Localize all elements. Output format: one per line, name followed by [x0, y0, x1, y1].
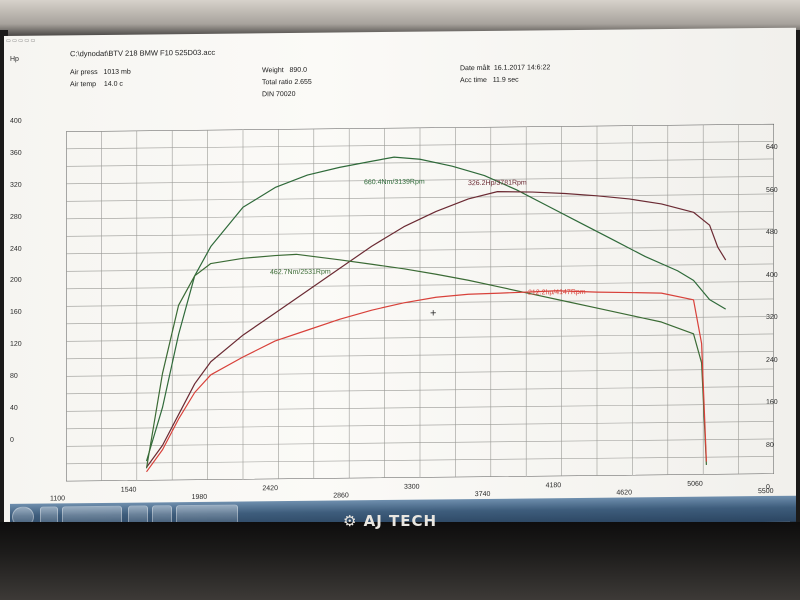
left-tick-label: 400	[10, 117, 22, 125]
x-tick-label: 1540	[120, 486, 137, 494]
left-tick-label: 160	[10, 309, 22, 317]
left-tick-label: 240	[10, 245, 22, 253]
x-tick-label: 5060	[687, 480, 703, 488]
air-temp-label: Air temp	[70, 81, 97, 89]
x-tick-label: 3300	[404, 483, 420, 491]
browser-tab-strip: ▭ ▭ ▭ ▭ ▭	[6, 37, 36, 44]
weight-label: Weight	[262, 67, 284, 75]
x-tick-label: 3740	[474, 490, 491, 499]
grid-line-horizontal	[66, 211, 774, 220]
left-axis-unit: Hp	[10, 55, 19, 63]
weight-value: 890.0	[289, 66, 308, 75]
air-press-label: Air press	[70, 69, 98, 77]
grid-line-horizontal	[66, 228, 774, 237]
left-tick-label: 200	[10, 277, 22, 285]
grid-line-horizontal	[66, 263, 774, 272]
stock-power-curve	[146, 290, 707, 473]
grid-line-horizontal	[66, 368, 774, 377]
date-label: Date målt	[460, 64, 490, 73]
left-tick-label: 80	[10, 373, 18, 381]
left-tick-label: 280	[10, 213, 22, 221]
annotation-torque-max: 660.4Nm/3139Rpm	[364, 178, 425, 187]
grid-line-horizontal	[66, 333, 774, 342]
annotation-power-max: 326.2Hp/3781Rpm	[468, 179, 527, 188]
air-press-value: 1013 mb	[103, 68, 131, 76]
total-ratio-label: Total ratio	[262, 78, 293, 87]
grid-line-horizontal	[66, 421, 774, 430]
x-tick-label: 5500	[758, 487, 774, 496]
acc-time-value: 11.9 sec	[492, 76, 519, 84]
x-tick-label: 2860	[333, 492, 349, 500]
left-tick-label: 0	[10, 436, 14, 444]
grid-line-horizontal	[66, 438, 774, 447]
grid-line-horizontal	[66, 351, 774, 360]
brand-logo: ⚙ AJ TECH	[342, 512, 438, 530]
monitor-screen: ▭ ▭ ▭ ▭ ▭ C:\dynodat\BTV 218 BMW F10 525…	[4, 27, 796, 530]
total-ratio-value: 2.655	[294, 78, 312, 86]
grid-line-horizontal	[66, 176, 774, 185]
grid-line-horizontal	[66, 193, 774, 202]
file-path: C:\dynodat\BTV 218 BMW F10 525D03.acc	[70, 47, 216, 59]
date-value: 16.1.2017 14:6:22	[493, 64, 551, 72]
tuned-power-curve	[146, 191, 727, 468]
din-label: DIN 70020	[262, 90, 296, 99]
dyno-chart: 660.4Nm/3139Rpm 326.2Hp/3781Rpm 462.7Nm/…	[66, 123, 774, 482]
grid-line-horizontal	[66, 246, 774, 255]
monitor-bezel-bottom	[0, 522, 800, 600]
annotation-torque-base: 462.7Nm/2531Rpm	[270, 268, 331, 277]
x-tick-label: 1980	[191, 493, 208, 502]
left-tick-label: 360	[10, 149, 22, 157]
x-tick-label: 4620	[616, 489, 632, 497]
acc-time-label: Acc time	[460, 76, 487, 85]
crosshair-cursor-icon: +	[430, 307, 437, 320]
tuned-torque-curve	[145, 156, 727, 462]
grid-line-horizontal	[66, 456, 774, 465]
system-tray[interactable]	[732, 499, 792, 520]
left-tick-label: 320	[10, 181, 22, 189]
stock-torque-curve	[145, 253, 707, 469]
x-tick-label: 4180	[545, 482, 562, 490]
grid-line-horizontal	[66, 316, 774, 325]
annotation-power-base: 212.2hp/4147Rpm	[528, 288, 586, 297]
grid-line-horizontal	[66, 281, 774, 290]
dyno-chart-svg	[66, 123, 774, 482]
grid-line-horizontal	[66, 158, 774, 167]
left-tick-label: 40	[10, 404, 18, 412]
x-tick-label: 2420	[262, 485, 278, 493]
grid-line-horizontal	[66, 298, 774, 307]
air-temp-value: 14.0 c	[103, 80, 123, 88]
x-tick-label: 1100	[50, 495, 66, 503]
grid-line-horizontal	[66, 386, 774, 395]
left-tick-label: 120	[10, 341, 22, 349]
grid-line-horizontal	[66, 141, 774, 150]
